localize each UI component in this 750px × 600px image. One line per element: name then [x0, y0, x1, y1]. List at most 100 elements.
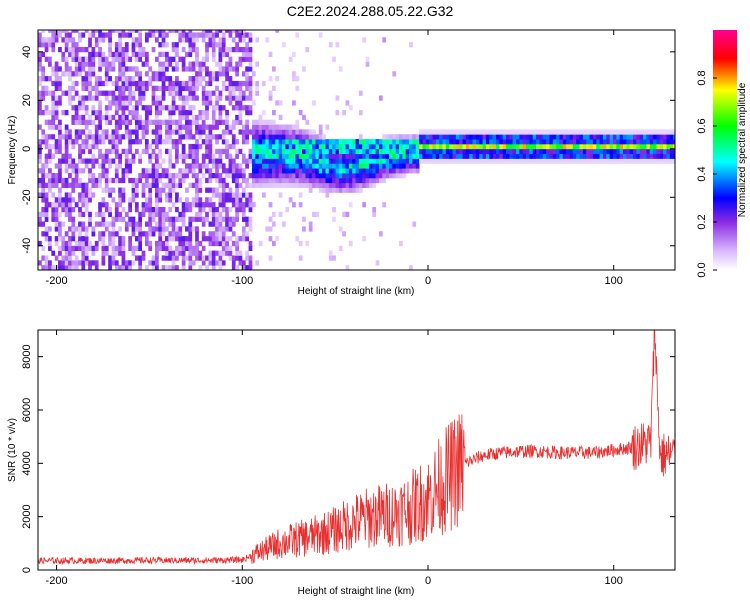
- spectrogram-cell: [225, 173, 229, 179]
- spectrogram-cell: [114, 46, 119, 53]
- spectrogram-cell: [48, 168, 52, 174]
- spectrogram-cell: [104, 173, 109, 179]
- spectrogram-cell: [121, 110, 126, 116]
- spectrogram-cell: [221, 134, 226, 140]
- spectrogram-cell: [235, 114, 239, 121]
- spectrogram-cell: [506, 153, 510, 159]
- spectrogram-cell: [268, 119, 273, 125]
- spectrogram-cell: [546, 139, 550, 145]
- spectrogram-x-label: Height of straight line (km): [298, 286, 415, 297]
- spectrogram-cell: [546, 148, 550, 155]
- spectrogram-cell: [131, 153, 136, 159]
- spectrogram-cell: [666, 153, 671, 159]
- spectrogram-cell: [639, 148, 644, 155]
- spectrogram-cell: [211, 211, 216, 218]
- spectrogram-cell: [74, 71, 79, 77]
- spectrogram-cell: [118, 124, 122, 130]
- spectrogram-cell: [425, 134, 430, 140]
- spectrogram-cell: [268, 182, 273, 188]
- spectrogram-cell: [318, 32, 323, 38]
- spectrogram-cell: [71, 119, 76, 125]
- spectrogram-cell: [245, 71, 249, 77]
- spectrogram-cell: [74, 163, 79, 169]
- spectrogram-cell: [114, 129, 119, 135]
- spectrogram-cell: [138, 46, 143, 53]
- spectrogram-cell: [171, 119, 176, 125]
- spectrogram-cell: [114, 124, 119, 130]
- spectrogram-cell: [656, 129, 661, 135]
- spectrogram-cell: [382, 168, 387, 174]
- spectrogram-cell: [261, 139, 266, 145]
- spectrogram-cell: [68, 260, 72, 266]
- spectrogram-cell: [101, 221, 106, 227]
- spectrogram-cell: [134, 80, 139, 87]
- spectrogram-cell: [161, 182, 166, 188]
- spectrogram-cell: [425, 139, 430, 145]
- spectrogram-cell: [64, 260, 69, 266]
- spectrogram-cell: [148, 80, 153, 87]
- spectrogram-cell: [328, 42, 333, 48]
- spectrogram-cell: [459, 148, 463, 155]
- spectrogram-cell: [669, 153, 674, 159]
- spectrogram-cell: [205, 139, 209, 145]
- spectrogram-cell: [532, 129, 537, 135]
- spectrogram-cell: [218, 173, 223, 179]
- spectrogram-cell: [211, 56, 216, 62]
- spectrogram-cell: [175, 124, 179, 130]
- spectrogram-cell: [121, 168, 126, 174]
- spectrogram-cell: [295, 153, 300, 159]
- spectrogram-cell: [201, 255, 206, 261]
- spectrogram-cell: [465, 143, 470, 150]
- spectrogram-cell: [362, 236, 366, 242]
- spectrogram-cell: [245, 129, 249, 135]
- spectrogram-cell: [516, 139, 520, 145]
- spectrogram-cell: [298, 240, 303, 247]
- spectrogram-cell: [134, 226, 139, 232]
- spectrogram-cell: [208, 173, 213, 179]
- spectrogram-cell: [415, 163, 420, 169]
- spectrogram-cell: [278, 139, 283, 145]
- spectrogram-cell: [245, 51, 249, 58]
- spectrogram-cell: [104, 226, 109, 232]
- spectrogram-cell: [402, 134, 407, 140]
- spectrogram-cell: [241, 158, 246, 164]
- spectrogram-cell: [208, 206, 213, 213]
- spectrogram-cell: [348, 187, 353, 193]
- spectrogram-cell: [191, 197, 196, 203]
- spectrogram-cell: [368, 182, 373, 188]
- spectrogram-cell: [258, 153, 263, 159]
- spectrogram-cell: [255, 143, 260, 150]
- spectrogram-cell: [151, 177, 156, 184]
- spectrogram-cell: [185, 37, 189, 43]
- spectrogram-cell: [74, 240, 79, 247]
- spectrogram-cell: [278, 192, 283, 198]
- spectrogram-cell: [576, 129, 580, 135]
- spectrogram-cell: [178, 216, 183, 222]
- spectrogram-cell: [64, 163, 69, 169]
- spectrogram-cell: [228, 76, 233, 82]
- spectrogram-cell: [41, 139, 46, 145]
- spectrogram-x-tick-label: -200: [46, 275, 68, 287]
- spectrogram-cell: [84, 110, 89, 116]
- spectrogram-cell: [245, 231, 249, 237]
- spectrogram-cell: [231, 143, 236, 150]
- spectrogram-cell: [148, 76, 153, 82]
- spectrogram-cell: [191, 80, 196, 87]
- spectrogram-cell: [345, 265, 350, 270]
- spectrogram-cell: [405, 148, 410, 155]
- spectrogram-cell: [261, 168, 266, 174]
- spectrogram-cell: [131, 95, 136, 101]
- spectrogram-cell: [191, 168, 196, 174]
- spectrogram-cell: [54, 206, 59, 213]
- spectrogram-cell: [569, 143, 574, 150]
- spectrogram-cell: [48, 236, 52, 242]
- spectrogram-cell: [208, 260, 213, 266]
- spectrogram-cell: [188, 255, 193, 261]
- spectrogram-cell: [178, 250, 183, 256]
- spectrogram-cell: [44, 260, 49, 266]
- spectrogram-cell: [138, 42, 143, 48]
- spectrogram-cell: [161, 158, 166, 164]
- spectrogram-cell: [134, 148, 139, 155]
- spectrogram-cell: [64, 32, 69, 38]
- spectrogram-cell: [231, 95, 236, 101]
